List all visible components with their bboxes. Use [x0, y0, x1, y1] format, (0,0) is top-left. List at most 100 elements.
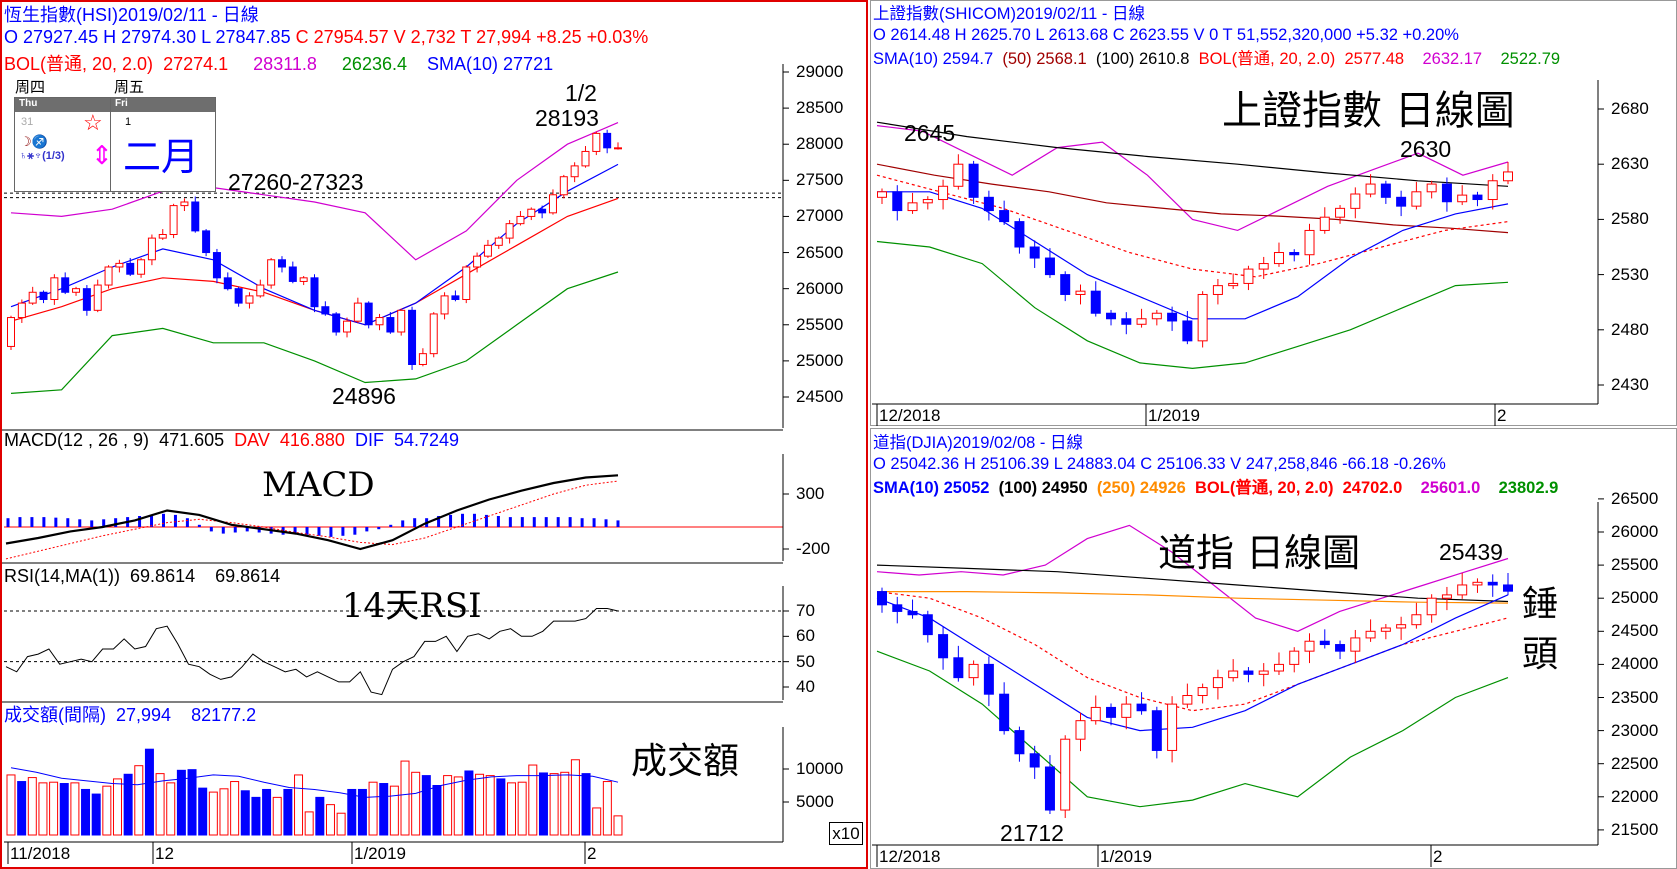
hsi-bol-upper-line [10, 122, 619, 261]
macd-histogram-bar [245, 527, 249, 532]
rsi-tick-label: 70 [796, 601, 815, 620]
djia-sma100-line [876, 564, 1509, 603]
macd-histogram-bar [532, 517, 536, 527]
volume-tick-label: 5000 [796, 792, 834, 811]
hsi-ohlc: O 27927.45 H 27974.30 L 27847.85 C 27954… [4, 27, 648, 47]
hsi-ohlc-values: O 27927.45 H 27974.30 L 27847.85 [4, 27, 291, 47]
hsi-candle [223, 277, 232, 290]
djia-candle [1075, 720, 1086, 740]
saturn-sextile-neptune-icon: ♄⚹♆(1/3) [19, 150, 65, 162]
hsi-date-label: 1/2019 [354, 844, 406, 863]
shcom-big-title: 上證指數 日線圖 [1222, 88, 1515, 134]
volume-bar [549, 773, 559, 836]
djia-ohlc: O 25042.36 H 25106.39 L 24883.04 C 25106… [873, 455, 1446, 473]
djia-candle [892, 604, 903, 612]
macd-histogram-bar [6, 518, 10, 527]
hsi-candle [202, 230, 211, 254]
volume-bar [91, 793, 101, 836]
volume-bar [17, 781, 27, 836]
rsi-line [5, 608, 619, 696]
volume-bar [134, 765, 144, 836]
volume-bar [38, 782, 48, 836]
hsi-price-tick-label: 25000 [796, 350, 844, 370]
sma10-value: SMA(10) 2594.7 [873, 50, 994, 68]
djia-candle [1243, 670, 1254, 675]
djia-candle [1014, 730, 1025, 755]
macd-histogram-bar [353, 527, 357, 535]
volume-bar [336, 812, 346, 836]
shcom-candle [1228, 282, 1239, 287]
djia-low: 21712 [1000, 820, 1064, 846]
macd-histogram-bar [616, 520, 620, 527]
hsi-trough-value: 24896 [332, 383, 396, 409]
macd-histogram-bar [365, 527, 369, 532]
hsi-candle [559, 176, 568, 196]
djia-candle [953, 657, 964, 679]
djia-candle [1136, 703, 1147, 712]
up-down-arrow-icon: ⇕ [91, 140, 113, 170]
shcom-bol-mid-line [876, 174, 1509, 278]
volume-bar [389, 785, 399, 836]
cal-month: 二月 [123, 135, 200, 179]
djia-candle [1487, 581, 1498, 586]
volume-tick-label: 10000 [796, 759, 844, 778]
djia-candle [1121, 703, 1132, 718]
macd-histogram-bar [508, 517, 512, 527]
djia-price-tick-label: 26500 [1611, 488, 1659, 508]
macd-histogram-bar [78, 519, 82, 527]
macd-histogram-bar [604, 519, 608, 527]
shcom-candle [1273, 252, 1284, 265]
djia-candle [1304, 640, 1315, 652]
sma250-value: (250) 24926 [1096, 479, 1186, 497]
shcom-price-tick-label: 2630 [1611, 154, 1649, 174]
bol-mid-value: 24702.0 [1342, 479, 1403, 497]
djia-price-tick-label: 26000 [1611, 522, 1659, 541]
volume-header: 成交額(間隔) 27,994 82177.2 [4, 705, 256, 725]
hsi-candle [321, 306, 330, 315]
hsi-candle [397, 309, 406, 333]
volume-bar [294, 774, 304, 836]
hsi-candle [483, 244, 492, 257]
hsi-indicators: BOL(普通, 20, 2.0) 27274.1 28311.8 26236.4… [4, 54, 553, 74]
hsi-candle [256, 284, 265, 297]
macd-signal-line [5, 480, 619, 560]
hsi-candle [440, 295, 449, 315]
hsi-candle [614, 147, 622, 150]
djia-candle [1151, 710, 1162, 751]
hsi-candle [72, 288, 81, 293]
hsi-price-tick-label: 29000 [796, 62, 844, 81]
sma-label: SMA(10) 27721 [427, 54, 554, 74]
cal-thu-column: Thu 31 ☆ ☽♐ ♄⚹♆(1/3) ⇕ [15, 98, 113, 191]
djia-date-label: 12/2018 [879, 847, 941, 866]
rsi-ma-value: 69.8614 [215, 566, 281, 586]
calendar-widget: Thu 31 ☆ ☽♐ ♄⚹♆(1/3) ⇕ Fri 1 二月 [14, 97, 216, 192]
djia-high: 25439 [1439, 539, 1503, 565]
shcom-candle [922, 199, 933, 204]
cal-day2-num: 1 [125, 116, 132, 128]
macd-histogram-bar [449, 514, 453, 527]
hsi-candle [180, 201, 189, 207]
djia-price-tick-label: 25000 [1611, 588, 1659, 608]
volume-bar [176, 769, 186, 836]
macd-histogram-bar [102, 519, 106, 527]
volume-bar [272, 796, 282, 836]
cal-fri-column: Fri 1 二月 [111, 98, 215, 191]
bol-label: BOL(普通, 20, 2.0) [4, 54, 154, 74]
djia-candle [1090, 706, 1101, 722]
macd-histogram-bar [305, 527, 309, 535]
djia-sma10-line [876, 594, 1509, 732]
shcom-price-tick-label: 2430 [1611, 375, 1649, 394]
moon-sagittarius-icon: ☽♐ [20, 134, 48, 149]
shcom-indicators: SMA(10) 2594.7 (50) 2568.1 (100) 2610.8 … [873, 50, 1560, 69]
djia-candle [1289, 650, 1300, 665]
shcom-candle [1167, 312, 1178, 322]
hsi-close-values: C 27954.57 V 2,732 T 27,994 +8.25 +0.03% [295, 27, 649, 47]
djia-candle [907, 610, 918, 616]
rsi-tick-label: 40 [796, 676, 815, 696]
djia-candle [1273, 663, 1284, 672]
macd-histogram-bar [329, 527, 333, 537]
volume-bar [102, 785, 112, 836]
star-icon: ☆ [83, 110, 103, 135]
cal-day1-cn: 周四 [15, 79, 46, 96]
hsi-candle [245, 295, 254, 304]
